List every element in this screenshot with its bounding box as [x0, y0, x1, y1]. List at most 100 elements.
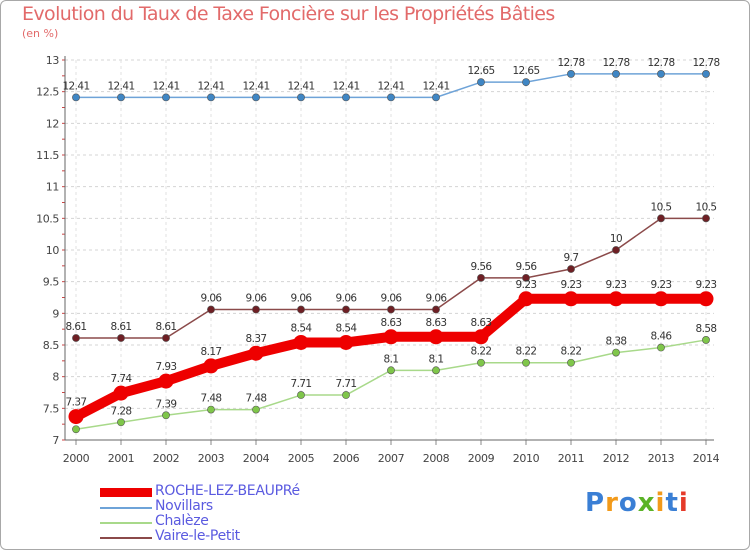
data-label: 9.7: [564, 252, 579, 264]
series-2: 8.61 8.61 8.61 9.06 9.06 9.06 9.06 9.06 9.06 9.56…: [66, 201, 717, 342]
data-point: [207, 93, 215, 102]
y-tick-label: 9.5: [43, 276, 60, 289]
series-3: 7.37 7.74 7.93 8.17 8.37 8.54 8.54 8.63 8.63 8.63…: [66, 279, 717, 425]
data-label: 8.61: [111, 321, 132, 333]
data-point: [477, 358, 485, 367]
legend-label: Vaire-le-Petit: [155, 528, 240, 544]
data-label: 9.23: [606, 279, 627, 291]
data-point: [653, 291, 669, 307]
series-layer: 12.41 12.41 12.41 12.41 12.41 12.41 12.41 12.41…: [62, 57, 720, 434]
y-tick-label: 10: [46, 244, 60, 257]
data-label: 7.48: [201, 393, 222, 405]
y-tick-label: 8.5: [43, 339, 60, 352]
data-point: [567, 70, 575, 78]
data-label: 10.5: [651, 201, 672, 213]
data-label: 8.63: [471, 317, 492, 329]
data-point: [297, 305, 305, 314]
data-label: 12.78: [602, 57, 629, 69]
data-label: 8.54: [291, 322, 313, 334]
data-point: [342, 93, 350, 102]
legend-swatch: [100, 488, 152, 497]
data-point: [68, 409, 84, 425]
data-label: 9.06: [336, 293, 358, 305]
data-label: 12.78: [647, 57, 674, 69]
legend-swatch: [100, 507, 152, 509]
series-1: 7.28 7.39 7.48 7.48 7.71 7.71 8.1 8.1 8.22 8.22 8.…: [72, 323, 717, 434]
x-tick-label: 2005: [288, 452, 315, 465]
data-point: [162, 334, 170, 342]
logo-letter: i: [678, 488, 689, 518]
data-label: 8.22: [561, 346, 582, 358]
data-label: 7.71: [336, 378, 357, 390]
legend-swatch: [100, 537, 152, 539]
data-label: 9.06: [291, 293, 313, 305]
data-point: [342, 391, 350, 399]
data-label: 12.65: [512, 65, 539, 77]
data-point: [563, 291, 579, 307]
x-tick-label: 2004: [243, 452, 270, 465]
x-tick-label: 2000: [63, 452, 90, 465]
x-tick-label: 2008: [423, 452, 450, 465]
data-point: [567, 358, 575, 367]
data-label: 12.41: [107, 80, 134, 92]
data-label: 12.41: [332, 80, 359, 92]
data-point: [387, 366, 395, 375]
data-point: [117, 418, 125, 427]
data-label: 9.23: [696, 279, 717, 291]
data-label: 9.56: [471, 261, 493, 273]
x-tick-label: 2013: [648, 452, 675, 465]
data-label: 8.58: [696, 323, 717, 335]
data-label: 8.1: [429, 353, 444, 365]
x-tick-label: 2002: [153, 452, 179, 465]
data-point: [117, 93, 125, 102]
x-tick-label: 2003: [198, 452, 225, 465]
data-label: 8.22: [516, 346, 537, 358]
data-point: [252, 305, 260, 314]
data-label: 12.78: [692, 57, 719, 69]
data-point: [608, 291, 624, 307]
logo-letter: x: [637, 488, 656, 518]
y-unit-label: (en %): [22, 27, 59, 40]
data-point: [248, 345, 264, 361]
data-label: 7.93: [156, 361, 177, 373]
data-point: [567, 265, 575, 273]
data-point: [252, 405, 260, 414]
x-tick-label: 2014: [693, 452, 720, 465]
y-tick-label: 7: [52, 434, 59, 447]
data-label: 8.54: [336, 322, 358, 334]
data-label: 10: [610, 233, 622, 245]
chart-title: Evolution du Taux de Taxe Foncière sur l…: [22, 3, 555, 25]
logo-letter: r: [605, 488, 619, 518]
data-point: [432, 305, 440, 314]
data-label: 7.37: [66, 397, 87, 409]
data-label: 8.46: [651, 331, 673, 343]
data-point: [657, 343, 665, 352]
data-point: [477, 273, 485, 282]
x-tick-label: 2007: [378, 452, 405, 465]
legend-label: ROCHE-LEZ-BEAUPRé: [155, 483, 300, 499]
y-tick-label: 8: [52, 371, 59, 384]
data-label: 9.06: [426, 293, 448, 305]
data-label: 8.61: [66, 321, 87, 333]
data-point: [207, 405, 215, 414]
data-point: [338, 334, 354, 350]
data-point: [522, 358, 530, 367]
data-label: 12.41: [152, 80, 179, 92]
logo-letter: t: [665, 488, 679, 518]
data-label: 12.41: [62, 80, 89, 92]
y-tick-label: 12.5: [36, 86, 59, 99]
data-label: 8.1: [384, 353, 399, 365]
data-point: [252, 93, 260, 102]
data-point: [612, 348, 620, 357]
data-point: [297, 391, 305, 399]
data-point: [297, 93, 305, 102]
data-label: 8.63: [381, 317, 402, 329]
data-label: 8.61: [156, 321, 177, 333]
logo-letter: i: [655, 488, 666, 518]
data-label: 12.65: [467, 65, 494, 77]
data-label: 9.23: [651, 279, 672, 291]
data-point: [657, 70, 665, 78]
data-label: 9.06: [381, 293, 403, 305]
data-point: [657, 214, 665, 223]
